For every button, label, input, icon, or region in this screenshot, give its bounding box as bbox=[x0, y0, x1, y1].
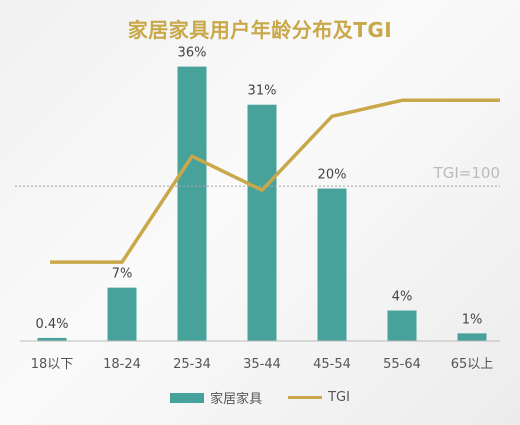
bar-4 bbox=[247, 104, 277, 341]
legend-label-bar: 家居家具 bbox=[210, 392, 263, 407]
legend-swatch-bar bbox=[170, 392, 205, 403]
reference-line-label: TGI=100 bbox=[433, 164, 500, 182]
x-tick-label-6: 55-64 bbox=[383, 357, 421, 372]
bars-layer bbox=[37, 66, 487, 341]
x-tick-label-3: 25-34 bbox=[173, 357, 211, 372]
legend-swatch-line bbox=[288, 396, 323, 399]
legend-item-line: TGI bbox=[288, 390, 350, 405]
bar-3 bbox=[177, 66, 207, 341]
x-axis-layer: 18以下 18-24 25-34 35-44 45-54 55-64 65以上 bbox=[20, 340, 500, 372]
bar-6 bbox=[387, 310, 417, 341]
bar-value-label-2: 7% bbox=[112, 267, 133, 282]
bar-value-label-7: 1% bbox=[462, 312, 483, 327]
bar-value-label-5: 20% bbox=[318, 168, 347, 183]
legend: 家居家具 TGI bbox=[0, 388, 520, 407]
bar-value-label-1: 0.4% bbox=[35, 317, 68, 332]
bar-1 bbox=[37, 337, 67, 341]
bar-value-label-4: 31% bbox=[248, 84, 277, 99]
bar-value-label-3: 36% bbox=[178, 46, 207, 61]
legend-item-bar: 家居家具 bbox=[170, 388, 262, 407]
bar-2 bbox=[107, 287, 137, 341]
bar-5 bbox=[317, 188, 347, 341]
bar-7 bbox=[457, 333, 487, 341]
x-tick-label-4: 35-44 bbox=[243, 357, 281, 372]
x-tick-label-1: 18以下 bbox=[31, 357, 74, 372]
labels-layer: 0.4% 7% 36% 31% 20% 4% 1% bbox=[35, 46, 482, 332]
x-tick-label-5: 45-54 bbox=[313, 357, 351, 372]
x-tick-label-2: 18-24 bbox=[103, 357, 141, 372]
x-tick-label-7: 65以上 bbox=[451, 357, 494, 372]
legend-label-line: TGI bbox=[328, 390, 350, 405]
bar-value-label-6: 4% bbox=[392, 290, 413, 305]
reference-line-layer: TGI=100 bbox=[15, 164, 500, 187]
tgi-line-layer bbox=[49, 98, 501, 264]
chart-title: 家居家具用户年龄分布及TGI bbox=[127, 18, 393, 42]
